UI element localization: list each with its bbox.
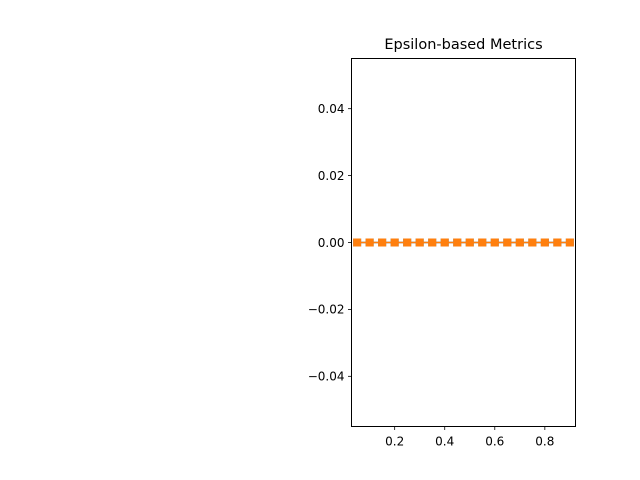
- x-axis: 0.2 0.4 0.6 0.8: [385, 426, 554, 449]
- series-2-point: [553, 238, 562, 247]
- series-2-point: [353, 238, 362, 247]
- series-2-point: [440, 238, 449, 247]
- series-2: [353, 238, 574, 247]
- x-tick-label: 0.2: [385, 435, 404, 449]
- y-tick-label: 0.04: [318, 102, 345, 116]
- series-2-point: [528, 238, 537, 247]
- y-tick-label: −0.02: [308, 303, 345, 317]
- y-tick-label: −0.04: [308, 370, 345, 384]
- series-2-point: [515, 238, 524, 247]
- series-2-point: [403, 238, 412, 247]
- y-tick-label: 0.00: [318, 236, 345, 250]
- chart-title: Epsilon-based Metrics: [384, 37, 542, 53]
- y-axis: 0.04 0.02 0.00 −0.02 −0.04: [308, 102, 352, 384]
- series-2-point: [453, 238, 462, 247]
- series-2-point: [490, 238, 499, 247]
- x-tick-label: 0.8: [535, 435, 554, 449]
- plot-area: [353, 238, 574, 247]
- series-2-point: [365, 238, 374, 247]
- series-2-point: [540, 238, 549, 247]
- series-2-point: [478, 238, 487, 247]
- series-2-point: [428, 238, 437, 247]
- series-2-point: [378, 238, 387, 247]
- series-2-point: [503, 238, 512, 247]
- x-tick-label: 0.4: [435, 435, 454, 449]
- x-tick-label: 0.6: [485, 435, 504, 449]
- series-2-point: [465, 238, 474, 247]
- series-2-point: [565, 238, 574, 247]
- series-2-point: [390, 238, 399, 247]
- series-2-point: [415, 238, 424, 247]
- y-tick-label: 0.02: [318, 169, 345, 183]
